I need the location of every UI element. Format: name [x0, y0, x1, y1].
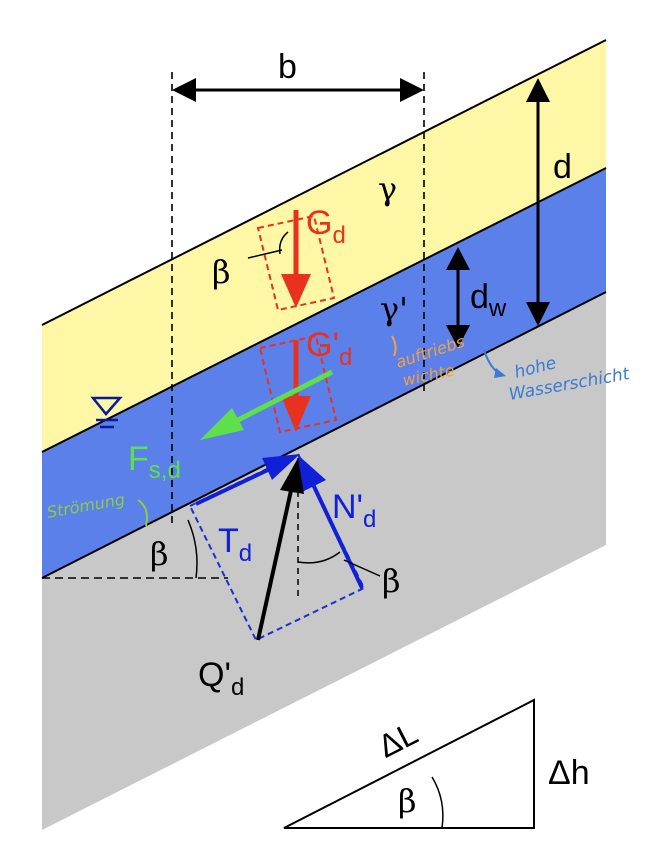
label-d: d — [553, 148, 572, 186]
dw-arrow-bottom-head — [446, 325, 470, 348]
slope-beta-arc — [187, 519, 198, 579]
label-gpd: G'd — [306, 326, 352, 371]
d-arrow-top-head — [526, 78, 550, 102]
label-dw: dw — [470, 278, 507, 322]
b-arrow-right-head — [400, 78, 424, 102]
label-beta-slope: β — [150, 535, 169, 573]
green-annotation-hook — [137, 499, 148, 527]
gd-beta-arc — [278, 231, 289, 255]
label-b: b — [278, 48, 297, 86]
gd-dashed-box — [256, 214, 336, 312]
npd-beta-arc — [297, 551, 341, 564]
fsd-arrow-shaft — [236, 369, 334, 423]
label-fsd: Fs,d — [128, 440, 181, 484]
td-arrow-head — [262, 454, 300, 480]
label-gamma: γ — [378, 170, 397, 208]
label-delta-l: ΔL — [372, 715, 423, 765]
slope-triangle — [283, 698, 535, 829]
slip-plane-line — [41, 291, 607, 579]
triangle-beta-arc — [431, 776, 444, 829]
label-gamma-prime: γ' — [380, 290, 408, 328]
surface-line — [41, 39, 607, 326]
blue-annotation-arrowhead — [494, 368, 506, 378]
label-beta-npd: β — [382, 562, 401, 600]
td-arrow-shaft — [195, 466, 273, 506]
label-npd: N'd — [332, 488, 376, 533]
npd-arrow-shaft — [308, 477, 364, 589]
label-delta-h: Δh — [548, 754, 590, 792]
gd-arrow-head — [281, 274, 311, 308]
dw-arrow-top-head — [446, 247, 470, 270]
water-table-line — [41, 167, 607, 453]
label-td: Td — [218, 522, 252, 567]
orange-annotation-tick — [391, 335, 397, 357]
gd-beta-leader — [247, 249, 283, 259]
qpd-arrow-shaft — [256, 485, 294, 641]
gpd-dashed-box — [258, 334, 338, 434]
d-arrow-bottom-head — [526, 302, 550, 326]
npd-arrow-head — [298, 455, 326, 492]
label-beta-gd: β — [212, 253, 231, 291]
label-qpd: Q'd — [198, 656, 244, 701]
label-beta-triangle: β — [398, 782, 417, 820]
water-table-symbol — [90, 396, 123, 416]
gpd-arrow-head — [281, 396, 311, 432]
fsd-arrow-head — [200, 408, 244, 440]
npd-beta-leader — [343, 559, 381, 577]
label-gd: Gd — [306, 204, 346, 249]
b-arrow-left-head — [172, 78, 196, 102]
soil-layer-yellow — [42, 40, 606, 452]
